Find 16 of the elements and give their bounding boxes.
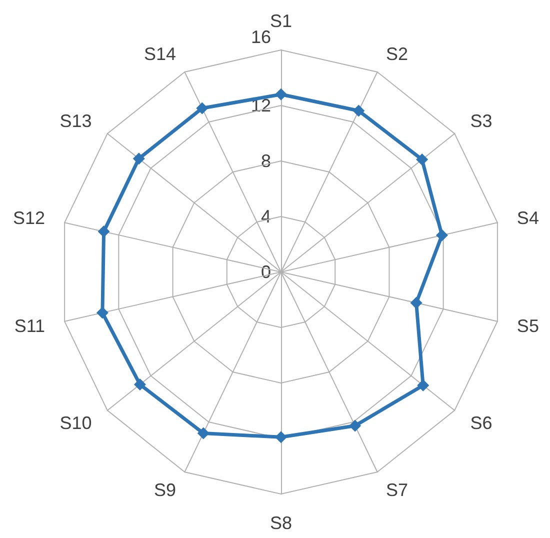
spoke-label: S5 — [516, 316, 539, 336]
spoke-label: S8 — [270, 513, 292, 533]
spoke-label: S9 — [154, 480, 176, 500]
spoke-label: S4 — [516, 208, 539, 228]
spoke-label: S12 — [13, 208, 46, 228]
spoke-label: S10 — [60, 412, 92, 433]
spoke-label: S1 — [270, 11, 292, 31]
y-tick-label: 16 — [250, 27, 271, 47]
y-tick-label: 8 — [260, 151, 271, 171]
spoke-label: S6 — [470, 412, 492, 433]
spoke-label: S7 — [386, 480, 408, 500]
spoke-label: S11 — [14, 316, 46, 336]
spoke-label: S2 — [386, 44, 408, 64]
spoke-label: S13 — [60, 111, 92, 132]
spoke-label: S3 — [470, 111, 492, 132]
spoke-label: S14 — [144, 44, 176, 64]
